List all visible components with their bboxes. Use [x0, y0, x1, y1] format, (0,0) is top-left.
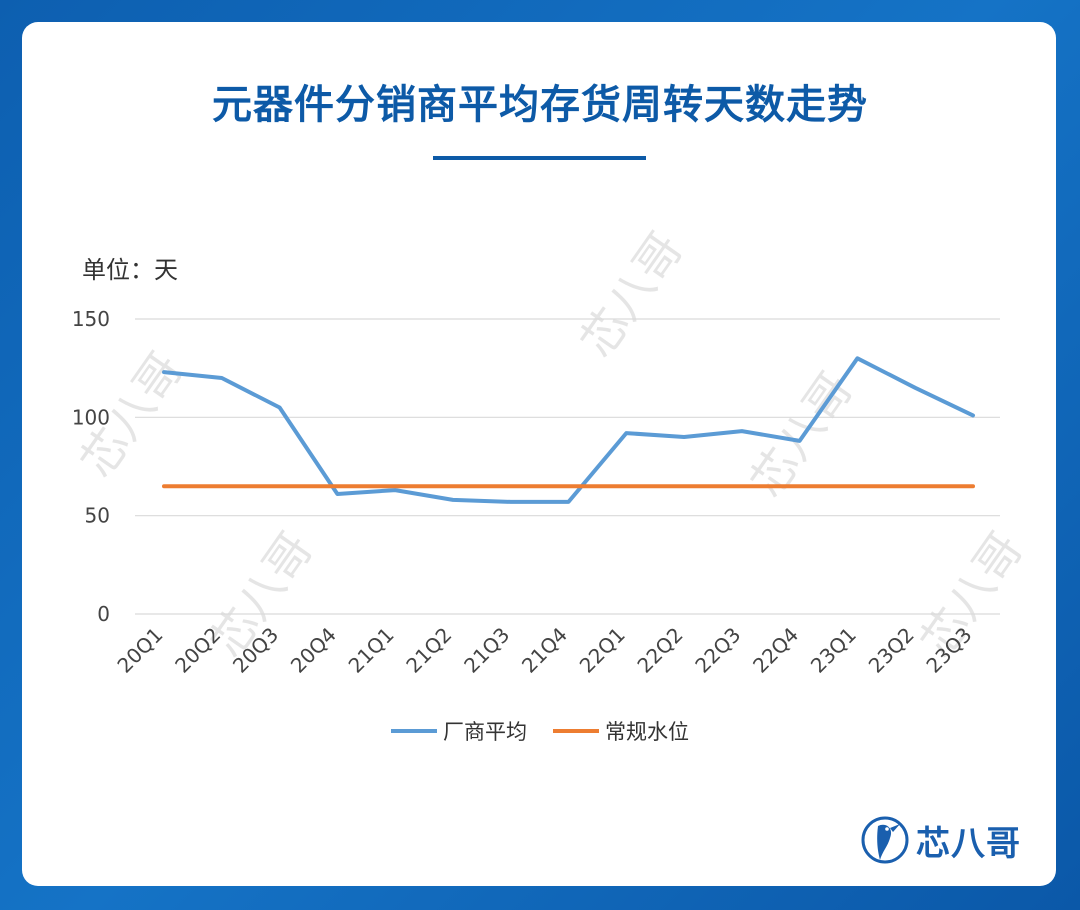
- x-tick-label: 22Q1: [575, 623, 630, 678]
- logo-text: 芯八哥: [916, 823, 1021, 864]
- x-tick-label: 21Q2: [401, 623, 456, 678]
- legend-item-normal-level: 常规水位: [553, 716, 689, 746]
- legend-swatch-normal-level: [553, 729, 599, 733]
- brand-logo: 芯八哥: [860, 812, 1021, 868]
- x-tick-label: 20Q3: [228, 623, 283, 678]
- x-tick-label: 23Q1: [806, 623, 861, 678]
- x-tick-label: 21Q3: [459, 623, 514, 678]
- legend-swatch-vendor-average: [391, 729, 437, 733]
- x-tick-label: 20Q2: [170, 623, 225, 678]
- y-tick-label: 50: [85, 504, 110, 528]
- title-underline: [433, 156, 646, 160]
- chart-title: 元器件分销商平均存货周转天数走势: [212, 82, 868, 128]
- y-tick-label: 0: [97, 602, 110, 626]
- legend-label-vendor-average: 厂商平均: [443, 720, 527, 744]
- x-tick-label: 20Q1: [112, 623, 167, 678]
- legend-label-normal-level: 常规水位: [605, 720, 689, 744]
- x-tick-label: 20Q4: [286, 623, 341, 678]
- x-tick-label: 21Q1: [344, 623, 399, 678]
- unit-label: 单位：天: [82, 256, 178, 284]
- x-tick-label: 21Q4: [517, 623, 572, 678]
- x-tick-label: 23Q3: [921, 623, 976, 678]
- x-tick-label: 22Q4: [748, 623, 803, 678]
- y-tick-label: 100: [72, 405, 110, 429]
- x-tick-label: 22Q2: [633, 623, 688, 678]
- x-tick-label: 22Q3: [690, 623, 745, 678]
- legend-item-vendor-average: 厂商平均: [391, 716, 527, 746]
- x-tick-label: 23Q2: [864, 623, 919, 678]
- y-tick-label: 150: [72, 307, 110, 331]
- series-line-0: [162, 356, 975, 504]
- chart-card: [22, 22, 1056, 886]
- legend: 厂商平均 常规水位: [0, 716, 1080, 746]
- bird-icon: [861, 816, 909, 864]
